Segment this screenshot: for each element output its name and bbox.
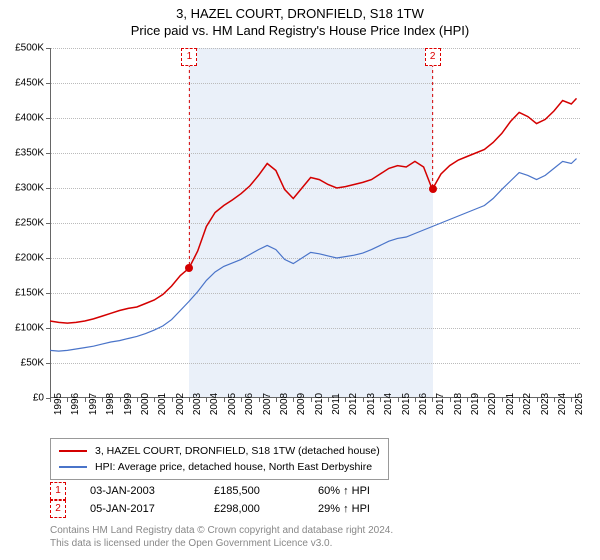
y-axis-label: £50K	[21, 358, 44, 369]
x-axis-label: 2024	[557, 393, 568, 415]
x-axis-label: 2000	[140, 393, 151, 415]
y-axis-label: £350K	[15, 148, 44, 159]
x-axis-label: 2008	[279, 393, 290, 415]
chart-area: 12	[50, 48, 580, 398]
sale-marker-box-2: 2	[425, 48, 441, 66]
legend-row-hpi: HPI: Average price, detached house, Nort…	[59, 459, 380, 475]
x-axis-label: 2003	[192, 393, 203, 415]
x-axis-label: 2005	[227, 393, 238, 415]
series-line-property	[50, 98, 577, 323]
x-axis-label: 2010	[314, 393, 325, 415]
title-address: 3, HAZEL COURT, DRONFIELD, S18 1TW	[0, 6, 600, 21]
sale-dot-2	[429, 185, 437, 193]
x-axis-label: 2006	[244, 393, 255, 415]
sale-hpi-1: 60% ↑ HPI	[318, 485, 398, 497]
legend: 3, HAZEL COURT, DRONFIELD, S18 1TW (deta…	[50, 438, 389, 480]
x-axis-label: 2009	[296, 393, 307, 415]
sale-hpi-2: 29% ↑ HPI	[318, 503, 398, 515]
x-axis-label: 2013	[366, 393, 377, 415]
x-axis-label: 2011	[331, 393, 342, 415]
x-axis-label: 2014	[383, 393, 394, 415]
y-axis-label: £500K	[15, 43, 44, 54]
y-axis-label: £450K	[15, 78, 44, 89]
legend-label-hpi: HPI: Average price, detached house, Nort…	[95, 461, 372, 473]
x-axis-label: 1997	[88, 393, 99, 415]
sale-marker-1: 1	[50, 482, 66, 500]
x-axis-label: 2001	[157, 393, 168, 415]
sale-marker-box-1: 1	[181, 48, 197, 66]
x-axis-label: 2016	[418, 393, 429, 415]
legend-label-property: 3, HAZEL COURT, DRONFIELD, S18 1TW (deta…	[95, 445, 380, 457]
x-axis-label: 2017	[435, 393, 446, 415]
x-axis-label: 2004	[209, 393, 220, 415]
footer: Contains HM Land Registry data © Crown c…	[50, 524, 393, 550]
legend-swatch-property	[59, 450, 87, 452]
sale-date-1: 03-JAN-2003	[90, 485, 190, 497]
footer-line1: Contains HM Land Registry data © Crown c…	[50, 524, 393, 537]
y-axis-label: £0	[33, 393, 44, 404]
sale-row-2: 2 05-JAN-2017 £298,000 29% ↑ HPI	[50, 500, 398, 518]
x-axis-label: 1998	[105, 393, 116, 415]
x-axis-label: 2015	[401, 393, 412, 415]
x-axis-label: 2021	[505, 393, 516, 415]
y-axis-label: £250K	[15, 218, 44, 229]
sale-dot-1	[185, 264, 193, 272]
legend-swatch-hpi	[59, 466, 87, 468]
y-axis-label: £300K	[15, 183, 44, 194]
y-axis-label: £100K	[15, 323, 44, 334]
chart-container: 3, HAZEL COURT, DRONFIELD, S18 1TW Price…	[0, 0, 600, 560]
x-axis-label: 2012	[348, 393, 359, 415]
sale-price-1: £185,500	[214, 485, 294, 497]
title-subtitle: Price paid vs. HM Land Registry's House …	[0, 23, 600, 38]
x-axis-label: 2002	[175, 393, 186, 415]
sale-marker-2: 2	[50, 500, 66, 518]
title-block: 3, HAZEL COURT, DRONFIELD, S18 1TW Price…	[0, 0, 600, 38]
x-axis-label: 2025	[574, 393, 585, 415]
y-axis-label: £400K	[15, 113, 44, 124]
sale-date-2: 05-JAN-2017	[90, 503, 190, 515]
x-axis-label: 2019	[470, 393, 481, 415]
x-axis-label: 1999	[123, 393, 134, 415]
line-plot-svg	[50, 48, 580, 398]
sales-table: 1 03-JAN-2003 £185,500 60% ↑ HPI 2 05-JA…	[50, 482, 398, 518]
x-axis-label: 2023	[540, 393, 551, 415]
footer-line2: This data is licensed under the Open Gov…	[50, 537, 393, 550]
x-axis-label: 1996	[70, 393, 81, 415]
y-axis-label: £200K	[15, 253, 44, 264]
sale-row-1: 1 03-JAN-2003 £185,500 60% ↑ HPI	[50, 482, 398, 500]
x-axis-label: 1995	[53, 393, 64, 415]
y-axis-label: £150K	[15, 288, 44, 299]
x-axis-label: 2020	[487, 393, 498, 415]
x-axis-label: 2022	[522, 393, 533, 415]
series-line-hpi	[50, 159, 577, 352]
legend-row-property: 3, HAZEL COURT, DRONFIELD, S18 1TW (deta…	[59, 443, 380, 459]
x-axis-label: 2007	[262, 393, 273, 415]
x-axis-label: 2018	[453, 393, 464, 415]
sale-price-2: £298,000	[214, 503, 294, 515]
